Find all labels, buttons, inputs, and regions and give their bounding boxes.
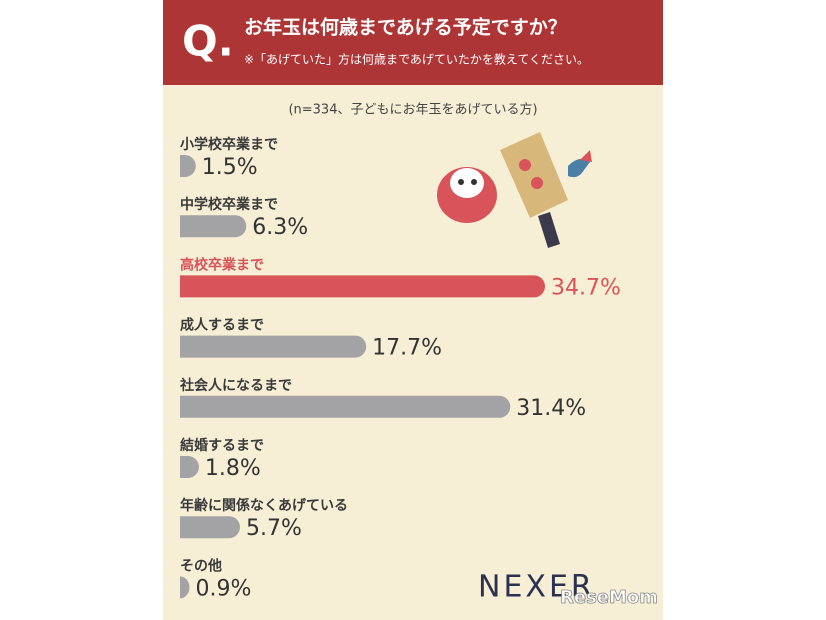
- decoration: [437, 132, 592, 248]
- bar: [180, 275, 545, 298]
- category-label: その他: [180, 557, 222, 574]
- bar: [180, 155, 196, 177]
- bar: [180, 215, 247, 238]
- panel: [163, 0, 663, 620]
- category-label: 結婚するまで: [180, 437, 264, 454]
- value-label: 5.7%: [246, 516, 302, 541]
- subtitle: (n=334、子どもにお年玉をあげている方): [288, 102, 537, 118]
- value-label: 0.9%: [195, 576, 251, 601]
- value-label: 31.4%: [516, 396, 586, 421]
- bar: [180, 576, 190, 599]
- value-label: 6.3%: [252, 215, 308, 240]
- category-label: 成人するまで: [180, 317, 264, 334]
- brand: NEXER: [478, 570, 595, 605]
- bar: [180, 395, 511, 418]
- bar: [180, 335, 367, 358]
- value-label: 1.5%: [202, 155, 258, 180]
- bar: [180, 456, 199, 478]
- category-label: 中学校卒業まで: [180, 196, 278, 213]
- note: ※「あげていた」方は何歳まであげていたかを教えてください。: [244, 52, 589, 67]
- value-label: 1.8%: [205, 456, 261, 481]
- value-label: 34.7%: [551, 275, 621, 300]
- q-mark: Q.: [182, 17, 234, 66]
- category-label: 年齢に関係なくあげている: [180, 497, 348, 514]
- header: [163, 0, 663, 85]
- watermark: ReseMom: [560, 587, 658, 608]
- category-label: 高校卒業まで: [180, 256, 264, 273]
- category-label: 社会人になるまで: [179, 377, 292, 394]
- chart-title: お年玉は何歳まであげる予定ですか？: [244, 16, 567, 39]
- category-label: 小学校卒業まで: [180, 136, 278, 153]
- value-label: 17.7%: [372, 336, 442, 361]
- bar: [180, 516, 240, 539]
